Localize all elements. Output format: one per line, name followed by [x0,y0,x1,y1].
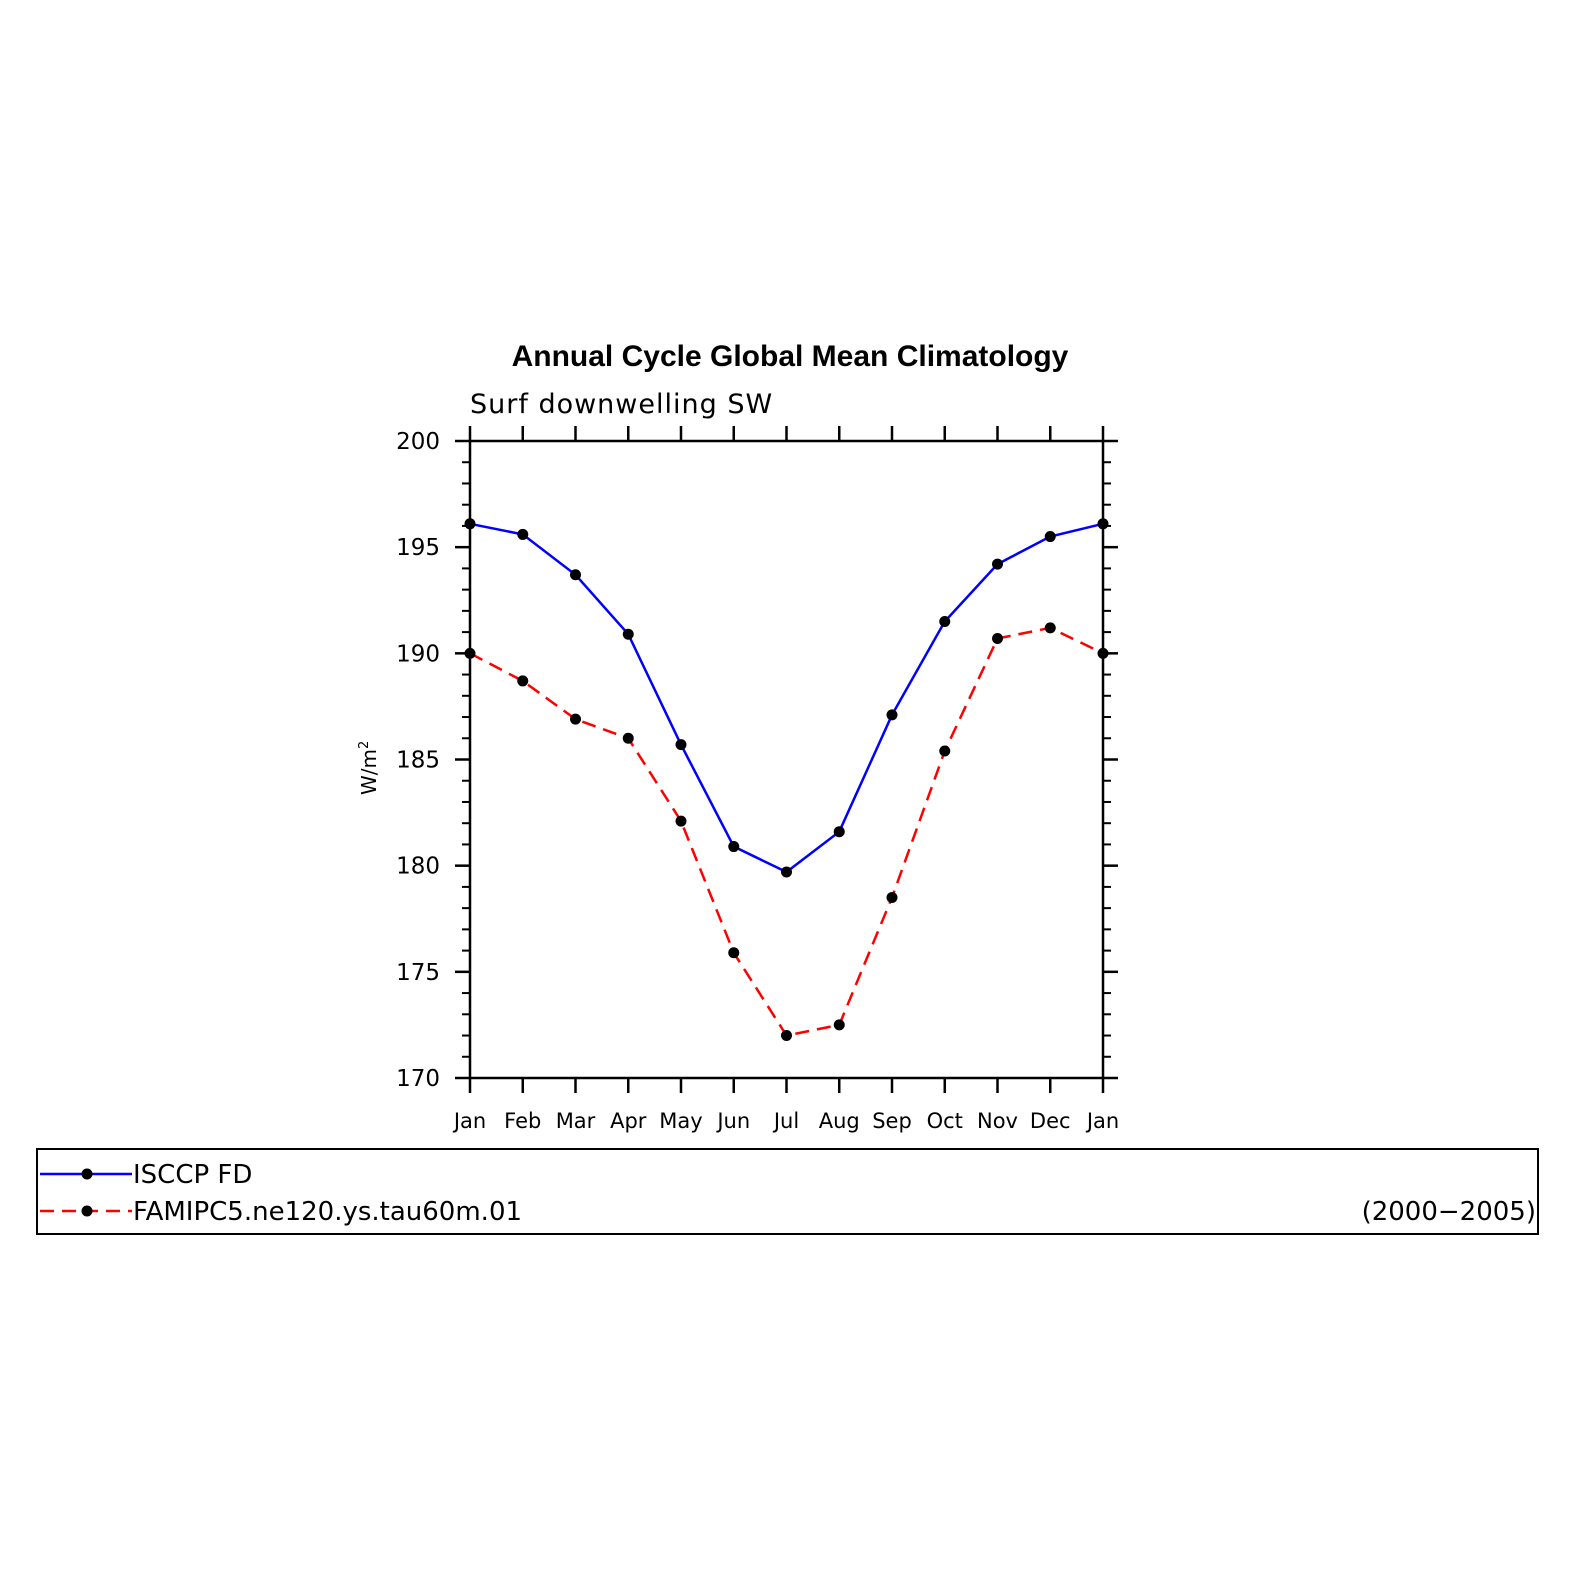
x-tick-label: Aug [819,1109,860,1133]
x-tick-label: Feb [504,1109,541,1133]
data-point [517,675,529,687]
legend-marker [81,1205,93,1217]
data-point [886,892,898,904]
data-point [517,528,529,540]
data-point [570,569,581,581]
data-point [833,826,845,838]
chart-subtitle: Surf downwelling SW [470,389,773,420]
y-tick-label: 185 [396,748,440,774]
data-point [939,615,951,627]
data-point [939,745,951,757]
data-point [464,647,476,659]
x-tick-label: Oct [927,1109,963,1133]
x-tick-label: May [659,1109,702,1133]
series-line-1 [469,522,1104,874]
x-tick-label: Jan [1085,1109,1119,1133]
data-point [622,732,634,744]
data-point [622,628,634,640]
plot-axes: Jan Feb Mar Apr May Jun Jul Aug Sep Oct Nov Dec Jan 1… [396,426,1119,1133]
legend-marker [81,1168,93,1180]
data-point [1044,531,1056,543]
y-axis-label-exponent: 2 [357,741,372,749]
legend-label-2: FAMIPC5.ne120.ys.tau60m.01 [133,1197,522,1227]
data-point [781,866,792,878]
y-tick-label: 200 [396,429,440,455]
data-point [833,1019,845,1031]
y-axis-label: W/m2 [357,741,381,795]
x-tick-label: Dec [1030,1109,1071,1133]
legend-box [36,1148,1539,1235]
data-point [992,558,1003,570]
data-point [675,815,687,827]
data-point [728,947,740,959]
plot-frame [468,439,1105,1080]
x-tick-label: Sep [872,1109,912,1133]
x-tick-label: Jun [715,1109,750,1133]
legend: ISCCP FD FAMIPC5.ne120.ys.tau60m.01 (2000−… [36,1148,1539,1235]
y-tick-label: 195 [396,535,440,561]
chart-title: Annual Cycle Global Mean Climatology [512,340,1069,373]
data-point [1097,647,1109,659]
x-tick-label: Mar [556,1109,596,1133]
y-axis-label-unit: W/m [357,749,381,795]
x-tick-label: Jul [772,1109,799,1133]
data-point [728,841,740,853]
data-point [570,713,581,725]
data-point [781,1030,792,1042]
data-point [1044,622,1056,634]
x-tick-label: Nov [977,1109,1018,1133]
y-tick-label: 180 [396,854,440,880]
data-point [886,709,898,721]
data-point [464,518,476,530]
x-tick-label: Jan [452,1109,486,1133]
legend-label-1: ISCCP FD [133,1160,252,1190]
data-point [675,739,687,751]
series-layer [464,518,1109,1042]
y-tick-label: 170 [396,1066,440,1092]
legend-period: (2000−2005) [1362,1197,1536,1227]
y-tick-label: 175 [396,960,440,986]
data-point [992,632,1003,644]
series-line-2 [469,626,1104,1037]
x-tick-label: Apr [610,1109,647,1133]
data-point [1097,518,1109,530]
y-tick-label: 190 [396,641,440,667]
